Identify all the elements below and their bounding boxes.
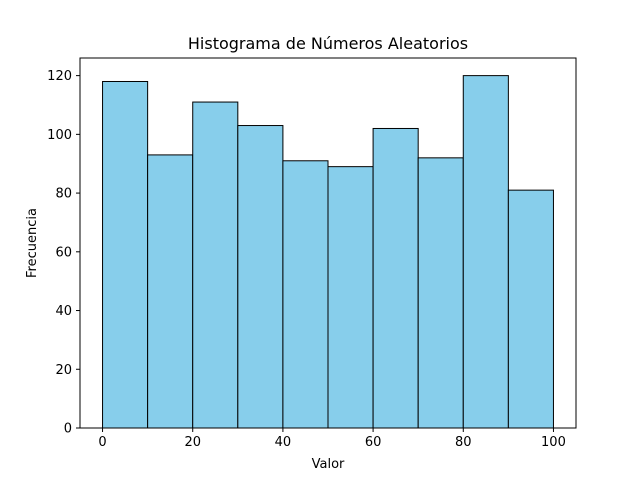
x-axis-label: Valor: [312, 457, 345, 472]
x-tick-label-3: 60: [365, 435, 382, 450]
y-axis-label: Frecuencia: [25, 208, 40, 278]
y-tick-label-1: 20: [55, 363, 72, 378]
histogram-bar-1: [147, 154, 194, 429]
x-tick-label-4: 80: [455, 435, 472, 450]
histogram-bar-6: [372, 127, 419, 429]
histogram-bar-5: [327, 166, 374, 429]
y-tick-label-4: 80: [55, 187, 72, 202]
histogram-bar-9: [507, 189, 554, 429]
histogram-bar-0: [102, 80, 149, 429]
bars-group: [102, 75, 554, 429]
y-tick-label-3: 60: [55, 245, 72, 260]
chart-title: Histograma de Números Aleatorios: [188, 34, 468, 53]
histogram-bar-2: [192, 101, 239, 429]
x-tick-label-1: 20: [184, 435, 201, 450]
x-tick-label-2: 40: [275, 435, 292, 450]
y-tick-label-0: 0: [64, 422, 72, 437]
histogram-bar-7: [417, 157, 464, 429]
y-tick-label-2: 40: [55, 304, 72, 319]
histogram-bar-4: [282, 160, 329, 429]
histogram-bar-3: [237, 125, 284, 429]
y-tick-label-5: 100: [47, 128, 72, 143]
y-tick-label-6: 120: [47, 69, 72, 84]
y-axis-ticks: 0 20 40 60 80 100 120: [47, 69, 80, 437]
plot-frame: [79, 57, 577, 429]
histogram-bar-8: [462, 75, 509, 429]
x-tick-label-0: 0: [98, 435, 106, 450]
x-tick-label-5: 100: [541, 435, 566, 450]
x-axis-ticks: 0 20 40 60 80 100: [98, 428, 566, 450]
